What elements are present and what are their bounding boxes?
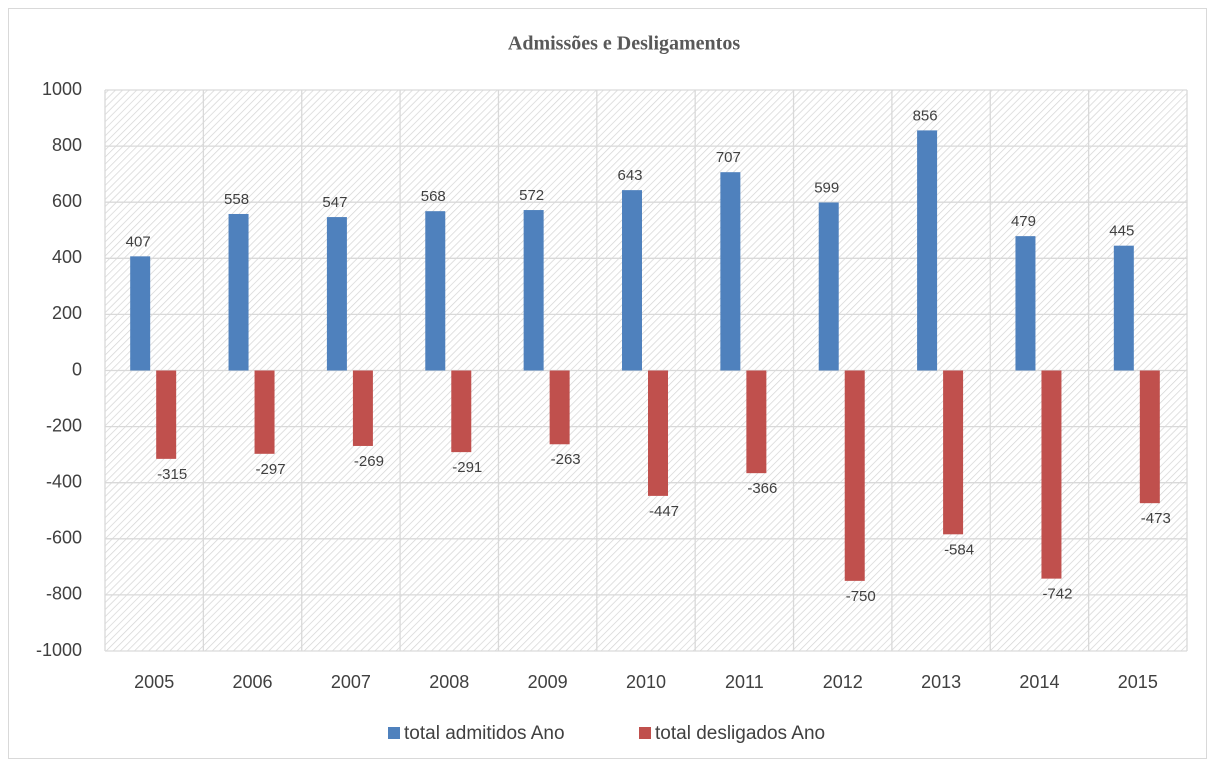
- y-tick-label: -800: [46, 584, 82, 604]
- data-label: 479: [1011, 213, 1036, 230]
- legend-text: total admitidos Ano: [404, 723, 565, 744]
- bar: [352, 370, 373, 446]
- data-label: 568: [421, 188, 446, 205]
- bar: [451, 370, 472, 453]
- x-tick-label: 2009: [528, 672, 568, 692]
- x-tick-label: 2011: [725, 672, 764, 692]
- x-tick-label: 2013: [921, 672, 961, 692]
- data-label: -291: [452, 459, 482, 476]
- data-label: -315: [157, 466, 187, 483]
- data-label: -473: [1141, 510, 1171, 527]
- y-tick-label: 600: [52, 191, 82, 211]
- bar: [1113, 245, 1134, 371]
- x-tick-label: 2006: [233, 672, 273, 692]
- data-label: 572: [519, 187, 544, 204]
- bar: [130, 256, 151, 371]
- bar: [1015, 236, 1036, 371]
- data-label: 547: [322, 194, 347, 211]
- bar: [818, 202, 839, 371]
- data-label: -269: [354, 453, 384, 470]
- data-label: 407: [126, 233, 151, 250]
- x-tick-label: 2005: [134, 672, 174, 692]
- y-tick-label: -1000: [36, 640, 82, 660]
- data-label: -366: [747, 480, 777, 497]
- data-label: 599: [814, 179, 839, 196]
- bar: [254, 370, 275, 454]
- y-tick-label: -200: [46, 415, 82, 435]
- bar: [425, 211, 446, 371]
- y-tick-label: 0: [72, 359, 82, 379]
- bar: [156, 370, 177, 459]
- legend-text: total desligados Ano: [655, 723, 825, 744]
- legend-swatch: [639, 727, 651, 739]
- bar: [1139, 370, 1160, 504]
- x-tick-label: 2015: [1118, 672, 1158, 692]
- bar: [943, 370, 964, 535]
- x-tick-label: 2014: [1019, 672, 1059, 692]
- y-tick-label: 1000: [42, 79, 82, 99]
- data-label: 856: [913, 107, 938, 124]
- bar: [917, 130, 938, 371]
- bar: [549, 370, 570, 445]
- bar: [326, 217, 347, 371]
- y-tick-label: -400: [46, 471, 82, 491]
- x-tick-label: 2010: [626, 672, 666, 692]
- data-label: -297: [256, 461, 286, 478]
- x-tick-label: 2007: [331, 672, 371, 692]
- legend-swatch: [388, 727, 400, 739]
- data-label: -750: [846, 588, 876, 605]
- bar: [1041, 370, 1062, 579]
- data-label: -447: [649, 503, 679, 520]
- data-label: 643: [617, 167, 642, 184]
- y-tick-label: 400: [52, 247, 82, 267]
- bar: [844, 370, 865, 581]
- y-tick-label: -600: [46, 528, 82, 548]
- data-label: 707: [716, 149, 741, 166]
- bar: [720, 172, 741, 371]
- bar: [523, 210, 544, 371]
- bar: [746, 370, 767, 474]
- data-label: 558: [224, 191, 249, 208]
- bar: [648, 370, 668, 496]
- data-label: -742: [1042, 586, 1072, 603]
- bar: [228, 213, 249, 371]
- bar: [622, 190, 642, 371]
- chart-title: Admissões e Desligamentos: [508, 33, 740, 55]
- y-tick-label: 800: [52, 135, 82, 155]
- data-label: -263: [551, 451, 581, 468]
- data-label: 445: [1109, 223, 1134, 240]
- x-tick-label: 2012: [823, 672, 863, 692]
- x-tick-label: 2008: [429, 672, 469, 692]
- data-label: -584: [944, 541, 974, 558]
- y-tick-label: 200: [52, 303, 82, 323]
